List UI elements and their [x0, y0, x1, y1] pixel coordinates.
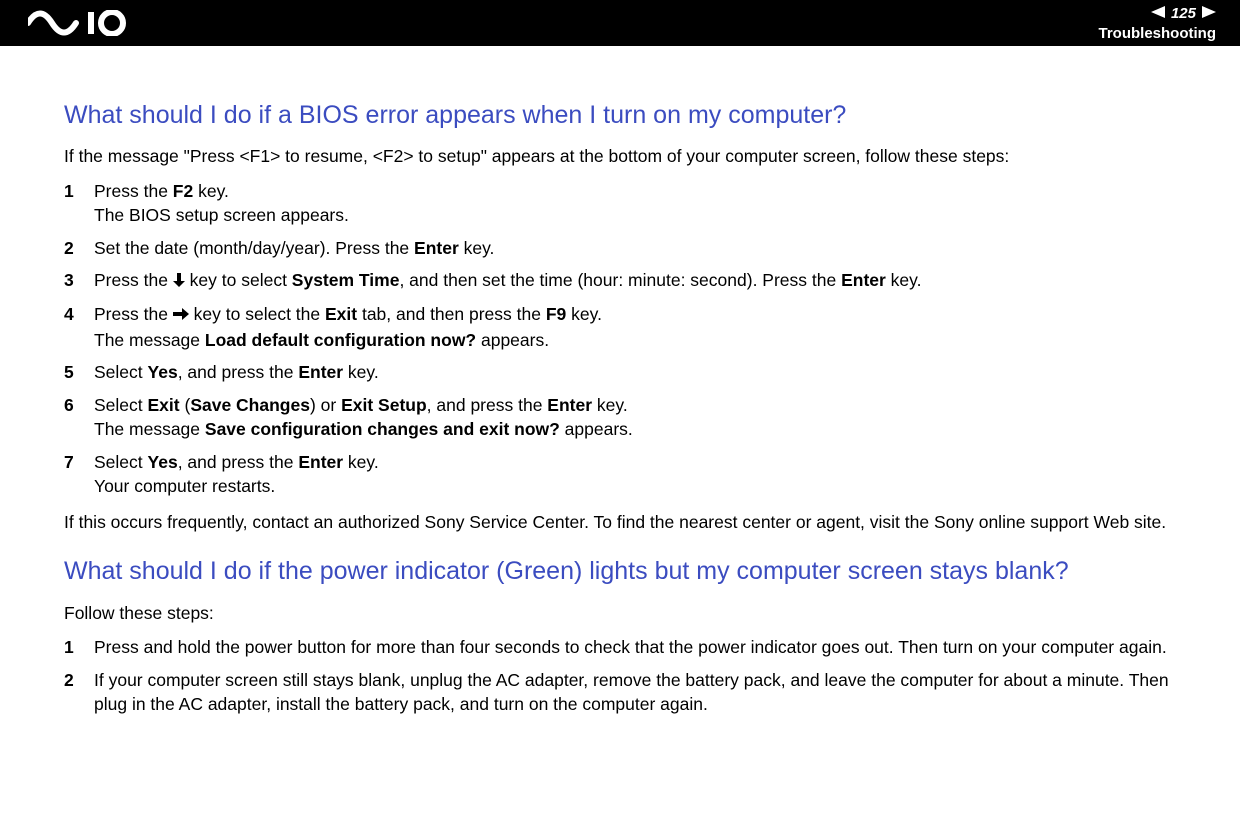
step-text: appears.: [560, 419, 633, 439]
step-text: Select: [94, 362, 148, 382]
list-item: 1 Press the F2 key. The BIOS setup scree…: [64, 179, 1176, 228]
step-text: , and press the: [178, 452, 299, 472]
key-name: System Time: [292, 270, 400, 290]
step-body: If your computer screen still stays blan…: [94, 668, 1176, 717]
step-text: Press the: [94, 304, 173, 324]
step-subtext: The message Save configuration changes a…: [94, 417, 1176, 442]
step-text: key.: [343, 362, 379, 382]
step-text: key.: [592, 395, 628, 415]
list-item: 4 Press the key to select the Exit tab, …: [64, 302, 1176, 352]
step-body: Press the key to select the Exit tab, an…: [94, 302, 1176, 352]
step-number: 1: [64, 635, 94, 660]
list-item: 6 Select Exit (Save Changes) or Exit Set…: [64, 393, 1176, 442]
key-name: Enter: [298, 452, 343, 472]
step-body: Press and hold the power button for more…: [94, 635, 1176, 660]
step-text: , and press the: [178, 362, 299, 382]
page-header: 125 Troubleshooting: [0, 0, 1240, 46]
key-name: F9: [546, 304, 566, 324]
message-text: Load default configuration now?: [205, 330, 476, 350]
step-body: Press the F2 key. The BIOS setup screen …: [94, 179, 1176, 228]
step-number: 1: [64, 179, 94, 204]
header-section-title: Troubleshooting: [1099, 25, 1217, 42]
key-name: Exit: [325, 304, 357, 324]
arrow-right-icon: [173, 302, 189, 327]
section2-steps: 1 Press and hold the power button for mo…: [64, 635, 1176, 717]
key-name: Enter: [414, 238, 459, 258]
section1-heading: What should I do if a BIOS error appears…: [64, 100, 1176, 131]
step-number: 4: [64, 302, 94, 327]
key-name: Enter: [841, 270, 886, 290]
step-number: 7: [64, 450, 94, 475]
step-text: key.: [459, 238, 495, 258]
arrow-down-icon: [173, 269, 185, 294]
key-name: Enter: [298, 362, 343, 382]
step-text: The message: [94, 330, 205, 350]
key-name: F2: [173, 181, 193, 201]
step-body: Select Yes, and press the Enter key. You…: [94, 450, 1176, 499]
step-text: Set the date (month/day/year). Press the: [94, 238, 414, 258]
step-number: 2: [64, 668, 94, 693]
list-item: 7 Select Yes, and press the Enter key. Y…: [64, 450, 1176, 499]
list-item: 3 Press the key to select System Time, a…: [64, 268, 1176, 294]
section2-intro: Follow these steps:: [64, 602, 1176, 626]
step-text: key.: [566, 304, 602, 324]
option-name: Exit: [148, 395, 180, 415]
step-text: key.: [343, 452, 379, 472]
step-text: , and then set the time (hour: minute: s…: [399, 270, 841, 290]
section1-intro: If the message "Press <F1> to resume, <F…: [64, 145, 1176, 169]
step-text: ) or: [310, 395, 341, 415]
step-text: Select: [94, 395, 148, 415]
step-text: The message: [94, 419, 205, 439]
option-name: Yes: [148, 452, 178, 472]
step-body: Set the date (month/day/year). Press the…: [94, 236, 1176, 261]
nav-prev-icon[interactable]: [1151, 5, 1165, 23]
step-text: (: [180, 395, 191, 415]
step-number: 5: [64, 360, 94, 385]
page-number: 125: [1171, 5, 1196, 22]
step-subtext: The BIOS setup screen appears.: [94, 203, 1176, 228]
step-text: key to select: [185, 270, 292, 290]
step-number: 6: [64, 393, 94, 418]
step-subtext: Your computer restarts.: [94, 474, 1176, 499]
step-text: appears.: [476, 330, 549, 350]
page-nav: 125: [1099, 5, 1217, 23]
step-text: key.: [886, 270, 922, 290]
step-body: Select Yes, and press the Enter key.: [94, 360, 1176, 385]
step-body: Select Exit (Save Changes) or Exit Setup…: [94, 393, 1176, 442]
vaio-logo-svg: [28, 10, 158, 36]
step-body: Press the key to select System Time, and…: [94, 268, 1176, 294]
step-number: 3: [64, 268, 94, 293]
option-name: Exit Setup: [341, 395, 427, 415]
step-text: Press the: [94, 270, 173, 290]
section2-heading: What should I do if the power indicator …: [64, 556, 1176, 587]
option-name: Save Changes: [190, 395, 310, 415]
step-text: Select: [94, 452, 148, 472]
header-right: 125 Troubleshooting: [1099, 5, 1217, 42]
step-text: , and press the: [427, 395, 548, 415]
section1-outro: If this occurs frequently, contact an au…: [64, 511, 1176, 535]
section1-steps: 1 Press the F2 key. The BIOS setup scree…: [64, 179, 1176, 499]
list-item: 5 Select Yes, and press the Enter key.: [64, 360, 1176, 385]
step-number: 2: [64, 236, 94, 261]
option-name: Yes: [148, 362, 178, 382]
step-text: Press the: [94, 181, 173, 201]
content-area: What should I do if a BIOS error appears…: [0, 46, 1240, 717]
list-item: 1 Press and hold the power button for mo…: [64, 635, 1176, 660]
step-text: tab, and then press the: [357, 304, 546, 324]
nav-next-icon[interactable]: [1202, 5, 1216, 23]
step-subtext: The message Load default configuration n…: [94, 328, 1176, 353]
key-name: Enter: [547, 395, 592, 415]
step-text: key to select the: [189, 304, 325, 324]
step-text: key.: [193, 181, 229, 201]
list-item: 2 Set the date (month/day/year). Press t…: [64, 236, 1176, 261]
list-item: 2 If your computer screen still stays bl…: [64, 668, 1176, 717]
vaio-logo: [28, 10, 158, 36]
message-text: Save configuration changes and exit now?: [205, 419, 560, 439]
